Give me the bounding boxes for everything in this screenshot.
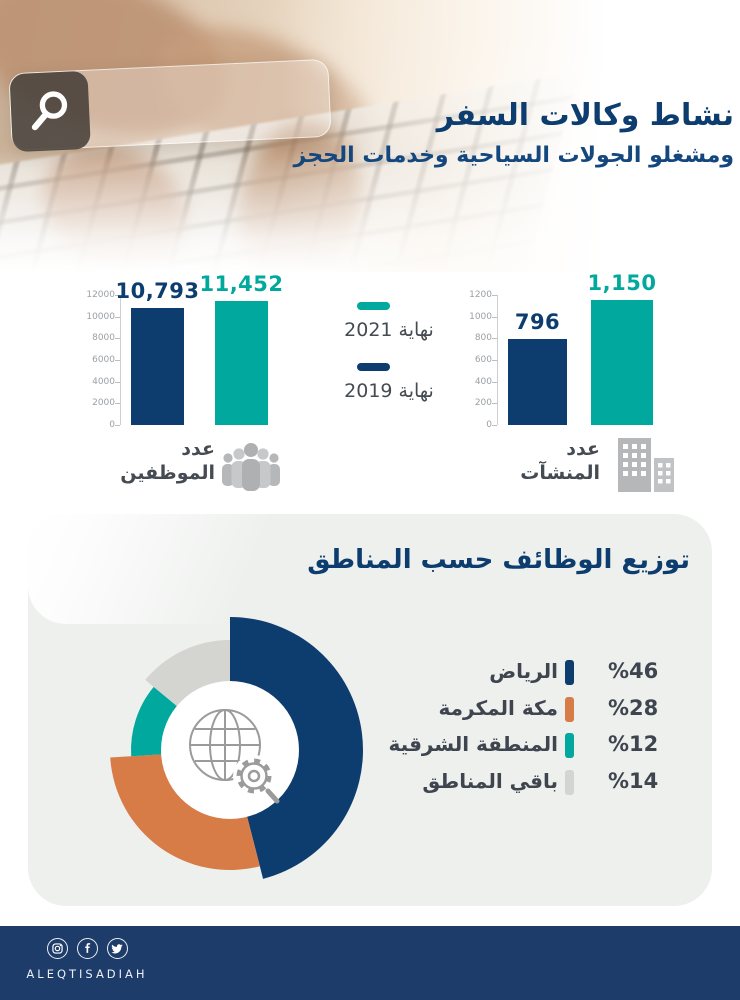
y-tick-label: 0 <box>486 420 492 430</box>
y-axis <box>120 295 121 425</box>
legend-marker <box>565 696 574 722</box>
hero-title-block: نشاط وكالات السفر ومشغلو الجولات السياحي… <box>294 98 734 168</box>
y-tick-mark <box>115 425 120 426</box>
y-tick-mark <box>492 403 497 405</box>
y-tick-mark <box>492 316 497 318</box>
y-tick-label: 400 <box>474 376 492 387</box>
y-tick-mark <box>115 295 120 296</box>
people-icon <box>222 443 280 491</box>
hero-photo <box>0 0 740 272</box>
region-percentage: %28 <box>608 695 659 720</box>
caption-line: المنشآت <box>520 461 600 484</box>
y-tick-label: 600 <box>474 355 492 365</box>
legend-marker <box>565 660 574 685</box>
bar-establishments-2019 <box>508 339 567 425</box>
region-label: المنطقة الشرقية <box>388 732 558 756</box>
y-tick-label: 0 <box>109 420 115 430</box>
distribution-title: توزيع الوظائف حسب المناطق <box>307 545 690 575</box>
photo-fade-overlay <box>0 0 740 272</box>
footer-bar: ALEQTISADIAH الاقتصادية WWW.ALEQT.COM <box>0 926 740 1000</box>
donut-hole <box>161 681 299 819</box>
y-tick-mark <box>115 403 120 405</box>
legend-label-2019: نهاية 2019 <box>344 380 434 402</box>
distribution-card <box>28 514 712 906</box>
search-button[interactable] <box>9 70 91 153</box>
twitter-icon[interactable] <box>106 938 128 959</box>
region-percentage: %46 <box>608 659 659 683</box>
caption-line: عدد <box>566 438 600 460</box>
magnifier-icon <box>31 91 68 131</box>
y-tick-label: 8000 <box>92 333 115 344</box>
region-label: مكة المكرمة <box>438 695 558 720</box>
bar-value-label: 796 <box>514 310 561 334</box>
establishments-caption: عدد المنشآت <box>505 438 600 486</box>
legend-swatch-2019 <box>357 363 390 371</box>
y-tick-mark <box>492 360 497 361</box>
y-tick-label: 4000 <box>92 376 115 387</box>
legend-row-3: المنطقة الشرقية %12 <box>389 730 659 762</box>
page-subtitle: ومشغلو الجولات السياحية وخدمات الحجز <box>293 143 734 168</box>
y-axis <box>497 295 498 425</box>
bar-establishments-2021 <box>591 300 653 425</box>
social-icons-row <box>12 938 162 959</box>
y-tick-label: 1000 <box>469 311 492 322</box>
bar-chart-legend: نهاية 2021 نهاية 2019 <box>330 302 448 424</box>
region-percentage: %14 <box>608 768 659 793</box>
facebook-icon[interactable] <box>76 938 98 959</box>
region-label: الرياض <box>489 659 558 683</box>
y-tick-label: 12000 <box>86 290 115 300</box>
caption-line: عدد <box>181 438 215 460</box>
page-title: نشاط وكالات السفر <box>436 98 734 133</box>
legend-marker <box>565 733 574 758</box>
y-tick-label: 200 <box>474 398 492 409</box>
buildings-icon <box>618 438 674 492</box>
y-tick-mark <box>492 338 497 340</box>
region-label: باقي المناطق <box>422 768 558 793</box>
bar-employees-2019 <box>131 308 184 425</box>
y-tick-label: 1200 <box>469 290 492 300</box>
legend-marker <box>565 769 574 795</box>
instagram-icon[interactable] <box>46 938 68 959</box>
caption-line: الموظفين <box>120 461 215 484</box>
y-tick-mark <box>115 338 120 340</box>
legend-label-2021: نهاية 2021 <box>344 319 434 341</box>
bar-value-label: 11,452 <box>199 272 284 296</box>
legend-row-4: باقي المناطق %14 <box>422 767 659 799</box>
footer-social-block: ALEQTISADIAH <box>12 938 162 981</box>
y-tick-mark <box>115 381 120 383</box>
y-tick-label: 10000 <box>86 311 115 322</box>
legend-row-2: مكة المكرمة %28 <box>430 694 659 726</box>
establishments-bar-chart: 0 200 400 600 800 1000 1200 796 1,150 <box>469 271 665 430</box>
globe-search-icon <box>189 709 280 804</box>
bar-value-label: 1,150 <box>587 271 657 295</box>
y-tick-label: 800 <box>474 333 492 344</box>
search-bar[interactable] <box>8 58 332 153</box>
y-tick-label: 2000 <box>92 398 115 409</box>
y-tick-mark <box>115 360 120 361</box>
region-percentage: %12 <box>608 732 659 756</box>
employees-caption: عدد الموظفين <box>120 438 215 486</box>
employees-bar-chart: 0 2000 4000 6000 8000 10000 12000 10,793 11,452 <box>86 272 290 430</box>
y-tick-mark <box>492 295 497 296</box>
bar-value-label: 10,793 <box>115 279 200 303</box>
regions-donut-chart <box>110 617 363 879</box>
y-tick-mark <box>492 425 497 426</box>
legend-swatch-2021 <box>357 302 390 310</box>
footer-brand-name: ALEQTISADIAH <box>26 967 148 981</box>
legend-row-1: الرياض %46 <box>430 657 659 689</box>
bar-employees-2021 <box>215 301 268 425</box>
y-tick-mark <box>115 316 120 318</box>
y-tick-mark <box>492 381 497 383</box>
y-tick-label: 6000 <box>92 355 115 365</box>
